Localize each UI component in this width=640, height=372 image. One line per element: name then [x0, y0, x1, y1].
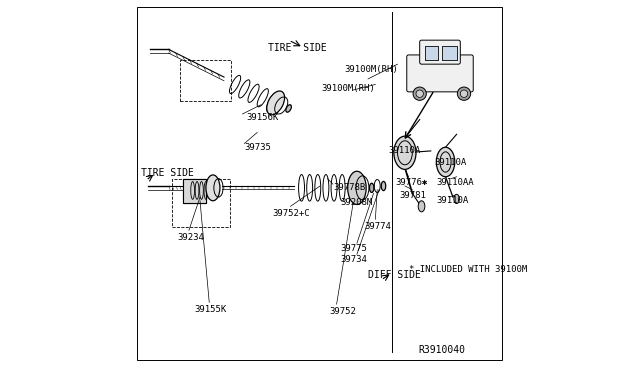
Circle shape — [416, 90, 424, 97]
Text: DIFF SIDE: DIFF SIDE — [368, 270, 421, 280]
Text: 39156K: 39156K — [246, 113, 278, 122]
Bar — [180, 61, 232, 101]
Bar — [184, 179, 205, 203]
Ellipse shape — [436, 147, 455, 177]
Text: 39735: 39735 — [244, 143, 271, 152]
Text: 39774: 39774 — [364, 222, 391, 231]
Text: 39234: 39234 — [178, 233, 205, 242]
Bar — [172, 179, 230, 227]
Text: * INCLUDED WITH 39100M: * INCLUDED WITH 39100M — [408, 264, 527, 273]
Text: 39110A: 39110A — [435, 157, 467, 167]
Ellipse shape — [267, 91, 285, 115]
Text: R3910040: R3910040 — [419, 345, 466, 355]
Text: 39781: 39781 — [399, 191, 426, 200]
Text: 39752+C: 39752+C — [272, 209, 310, 218]
Ellipse shape — [369, 183, 374, 192]
Ellipse shape — [206, 175, 220, 201]
Text: TIRE SIDE: TIRE SIDE — [141, 168, 194, 178]
Bar — [442, 46, 456, 61]
Text: 39110A: 39110A — [388, 147, 420, 155]
Circle shape — [458, 87, 470, 100]
Ellipse shape — [418, 201, 425, 212]
Ellipse shape — [348, 171, 366, 205]
Text: TIRE  SIDE: TIRE SIDE — [268, 42, 327, 52]
Text: 39734: 39734 — [340, 255, 367, 264]
Text: 39100M(RH): 39100M(RH) — [344, 65, 397, 74]
Ellipse shape — [454, 194, 460, 203]
Ellipse shape — [286, 105, 291, 112]
Text: 39778B: 39778B — [333, 183, 365, 192]
Bar — [184, 179, 205, 203]
Text: 39100M(RH): 39100M(RH) — [322, 84, 376, 93]
Bar — [425, 46, 438, 61]
Text: 39752: 39752 — [329, 307, 356, 316]
FancyBboxPatch shape — [420, 40, 460, 64]
Ellipse shape — [394, 136, 416, 169]
Text: 39775: 39775 — [340, 244, 367, 253]
Text: 39110A: 39110A — [436, 196, 468, 205]
Bar — [425, 46, 438, 61]
Text: 39110AA: 39110AA — [436, 178, 474, 187]
Text: 39208M: 39208M — [340, 198, 372, 207]
Text: 39155K: 39155K — [195, 305, 227, 314]
Text: 39776✱: 39776✱ — [396, 178, 428, 187]
Circle shape — [413, 87, 426, 100]
Circle shape — [460, 90, 468, 97]
Ellipse shape — [381, 182, 386, 190]
FancyBboxPatch shape — [407, 55, 473, 92]
Bar — [442, 46, 456, 61]
